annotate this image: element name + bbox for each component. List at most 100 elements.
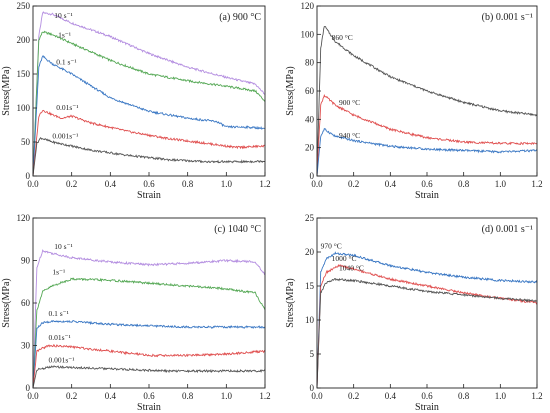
panel-c: 10 s⁻¹ 1s⁻¹ 0.1 s⁻¹ 0.01s⁻¹ 0.001s⁻¹ 0.0 0.2 0.… bbox=[1, 213, 271, 413]
y-tick-label-b-5: 100 bbox=[301, 29, 315, 39]
x-axis-label-c: Strain bbox=[137, 402, 161, 413]
x-tick-label-b-4: 0.8 bbox=[458, 179, 470, 189]
x-tick-label-c-1: 0.2 bbox=[66, 391, 77, 401]
series-label-a-2: 0.1 s⁻¹ bbox=[56, 57, 76, 66]
x-tick-label-a-0: 0.0 bbox=[27, 179, 39, 189]
x-tick-label-b-6: 1.2 bbox=[531, 179, 542, 189]
y-tick-label-b-6: 120 bbox=[301, 1, 315, 11]
x-tick-label-a-5: 1.0 bbox=[221, 179, 233, 189]
panel-label-a: (a) 900 °C bbox=[219, 12, 261, 23]
y-tick-label-c-3: 90 bbox=[21, 256, 31, 266]
panel-a: 10 s⁻¹ 1s⁻¹ 0.1 s⁻¹ 0.01s⁻¹ 0.001s⁻¹ 0.0 0.2 0.… bbox=[1, 1, 271, 201]
series-line-b-2 bbox=[316, 127, 538, 177]
x-tick-label-b-5: 1.0 bbox=[495, 179, 507, 189]
x-tick-label-c-0: 0.0 bbox=[27, 391, 39, 401]
y-tick-label-c-2: 60 bbox=[21, 298, 31, 308]
series-label-d-0: 970 °C bbox=[321, 242, 342, 251]
x-axis-label-a: Strain bbox=[137, 190, 161, 201]
y-tick-label-b-4: 80 bbox=[305, 58, 315, 68]
axes-frame-b bbox=[316, 5, 538, 177]
x-tick-label-d-2: 0.4 bbox=[385, 391, 397, 401]
y-tick-label-d-3: 15 bbox=[305, 281, 315, 291]
x-tick-label-c-2: 0.4 bbox=[105, 391, 117, 401]
y-tick-label-a-2: 100 bbox=[17, 103, 31, 113]
x-axis-label-d: Strain bbox=[415, 402, 439, 413]
y-tick-label-c-4: 120 bbox=[17, 213, 31, 223]
y-tick-label-b-0: 0 bbox=[310, 171, 315, 181]
y-tick-label-b-1: 20 bbox=[305, 143, 315, 153]
y-tick-label-a-1: 50 bbox=[21, 137, 31, 147]
series-line-a-3 bbox=[32, 109, 266, 177]
series-line-c-3 bbox=[32, 344, 266, 389]
y-tick-label-a-3: 150 bbox=[17, 69, 31, 79]
y-axis-label-c: Stress(MPa) bbox=[1, 278, 12, 327]
series-line-a-1 bbox=[32, 30, 266, 177]
series-line-c-2 bbox=[32, 319, 266, 389]
x-tick-label-c-6: 1.2 bbox=[259, 391, 270, 401]
x-tick-label-c-4: 0.8 bbox=[182, 391, 194, 401]
y-axis-label-d: Stress(MPa) bbox=[285, 278, 296, 327]
x-tick-label-c-3: 0.6 bbox=[143, 391, 155, 401]
x-tick-label-b-3: 0.6 bbox=[421, 179, 433, 189]
x-tick-label-d-1: 0.2 bbox=[348, 391, 359, 401]
series-label-b-1: 900 °C bbox=[339, 98, 360, 107]
series-line-d-2 bbox=[316, 277, 538, 389]
series-label-d-2: 1040 °C bbox=[339, 263, 364, 272]
panel-b: 860 °C 900 °C 940 °C 0.0 0.2 0.4 0.6 0.8 1.0 1.2 0… bbox=[285, 1, 543, 201]
panel-label-d: (d) 0.001 s⁻¹ bbox=[482, 224, 533, 235]
series-label-d-1: 1000 °C bbox=[332, 254, 357, 263]
y-axis-label-b: Stress(MPa) bbox=[285, 66, 296, 115]
series-label-c-2: 0.1 s⁻¹ bbox=[48, 309, 68, 318]
panel-label-c: (c) 1040 °C bbox=[214, 224, 261, 235]
series-line-c-4 bbox=[32, 365, 266, 389]
series-line-b-0 bbox=[316, 26, 538, 177]
y-tick-label-b-2: 40 bbox=[305, 114, 315, 124]
y-tick-label-b-3: 60 bbox=[305, 86, 315, 96]
y-tick-label-d-4: 20 bbox=[305, 247, 315, 257]
x-tick-label-c-5: 1.0 bbox=[221, 391, 233, 401]
y-axis-label-a: Stress(MPa) bbox=[1, 66, 12, 115]
series-line-a-0 bbox=[32, 11, 266, 177]
x-axis-label-b: Strain bbox=[415, 190, 439, 201]
x-tick-label-d-5: 1.0 bbox=[495, 391, 507, 401]
y-tick-label-a-4: 200 bbox=[17, 35, 31, 45]
x-tick-label-d-3: 0.6 bbox=[421, 391, 433, 401]
x-tick-label-d-4: 0.8 bbox=[458, 391, 470, 401]
x-tick-label-b-0: 0.0 bbox=[311, 179, 323, 189]
series-line-c-0 bbox=[32, 249, 266, 389]
y-tick-label-c-1: 30 bbox=[21, 341, 31, 351]
x-tick-label-a-1: 0.2 bbox=[66, 179, 77, 189]
series-line-d-0 bbox=[316, 251, 538, 389]
x-tick-label-b-1: 0.2 bbox=[348, 179, 359, 189]
panel-label-b: (b) 0.001 s⁻¹ bbox=[482, 12, 533, 23]
series-label-a-3: 0.01s⁻¹ bbox=[56, 103, 78, 112]
series-label-c-1: 1s⁻¹ bbox=[52, 268, 65, 277]
y-tick-label-a-0: 0 bbox=[26, 171, 31, 181]
x-tick-label-a-4: 0.8 bbox=[182, 179, 194, 189]
axes-frame-d bbox=[316, 217, 538, 389]
series-label-a-4: 0.001s⁻¹ bbox=[52, 132, 78, 141]
y-tick-label-d-1: 5 bbox=[310, 349, 315, 359]
y-tick-label-d-2: 10 bbox=[305, 315, 315, 325]
y-tick-label-d-0: 0 bbox=[310, 383, 315, 393]
series-line-b-1 bbox=[316, 94, 538, 177]
x-tick-label-d-6: 1.2 bbox=[531, 391, 542, 401]
series-label-b-2: 940 °C bbox=[339, 131, 360, 140]
series-line-c-1 bbox=[32, 277, 266, 389]
y-tick-label-c-0: 0 bbox=[26, 383, 31, 393]
series-label-b-0: 860 °C bbox=[332, 33, 353, 42]
series-label-a-0: 10 s⁻¹ bbox=[54, 11, 73, 20]
series-line-a-2 bbox=[32, 55, 266, 177]
y-tick-label-d-5: 25 bbox=[305, 213, 315, 223]
x-tick-label-a-6: 1.2 bbox=[259, 179, 270, 189]
series-line-a-4 bbox=[32, 136, 266, 177]
x-tick-label-b-2: 0.4 bbox=[385, 179, 397, 189]
series-label-c-0: 10 s⁻¹ bbox=[54, 242, 73, 251]
x-tick-label-a-2: 0.4 bbox=[105, 179, 117, 189]
x-tick-label-a-3: 0.6 bbox=[143, 179, 155, 189]
series-line-d-1 bbox=[316, 264, 538, 389]
series-label-a-1: 1s⁻¹ bbox=[58, 30, 71, 39]
x-tick-label-d-0: 0.0 bbox=[311, 391, 323, 401]
